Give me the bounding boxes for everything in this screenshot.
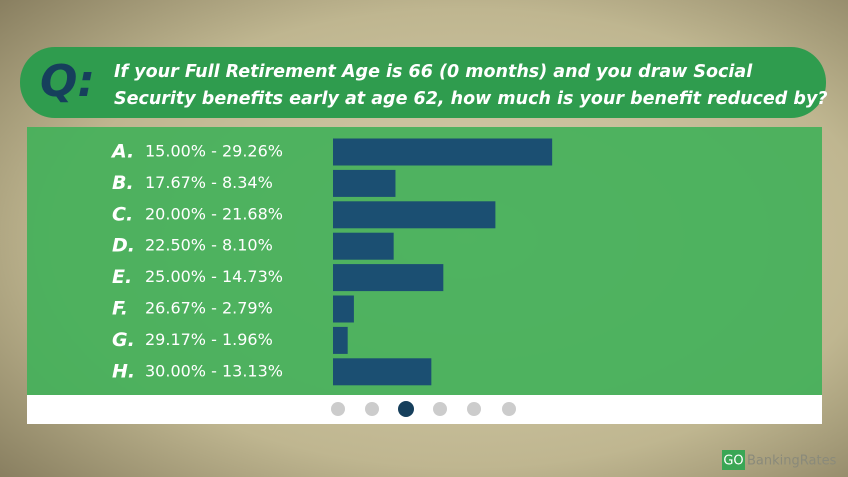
option-label: 15.00% - 29.26% bbox=[145, 142, 283, 161]
option-label: 20.00% - 21.68% bbox=[145, 204, 283, 223]
pager-dot[interactable] bbox=[433, 402, 447, 416]
option-label: 29.17% - 1.96% bbox=[145, 330, 273, 349]
option-letter: G. bbox=[112, 329, 135, 351]
pager-strip bbox=[27, 395, 822, 424]
logo-box bbox=[722, 450, 745, 470]
option-label: 26.67% - 2.79% bbox=[145, 299, 273, 318]
logo-box-text: GO bbox=[723, 454, 743, 469]
pager-dot[interactable] bbox=[365, 402, 379, 416]
option-letter: E. bbox=[112, 266, 132, 288]
option-letter: B. bbox=[112, 172, 134, 194]
bar bbox=[333, 326, 348, 354]
option-letter: C. bbox=[112, 203, 133, 225]
bar bbox=[333, 264, 444, 292]
pager-dot-active[interactable] bbox=[398, 401, 414, 417]
question-prefix: Q: bbox=[40, 56, 95, 107]
option-letter: H. bbox=[112, 360, 135, 382]
bar bbox=[333, 295, 354, 323]
option-label: 30.00% - 13.13% bbox=[145, 361, 283, 380]
option-label: 17.67% - 8.34% bbox=[145, 173, 273, 192]
pager-dot[interactable] bbox=[467, 402, 481, 416]
question-line: If your Full Retirement Age is 66 (0 mon… bbox=[114, 62, 753, 82]
answer-panel bbox=[27, 127, 822, 395]
option-label: 22.50% - 8.10% bbox=[145, 236, 273, 255]
option-letter: A. bbox=[110, 141, 134, 163]
logo-text: BankingRates bbox=[747, 454, 837, 469]
option-letter: F. bbox=[112, 298, 128, 320]
bar bbox=[333, 232, 394, 260]
pager-dot[interactable] bbox=[331, 402, 345, 416]
bar bbox=[333, 138, 553, 166]
question-line: Security benefits early at age 62, how m… bbox=[114, 89, 828, 109]
pager-dot[interactable] bbox=[502, 402, 516, 416]
bar bbox=[333, 169, 396, 197]
option-label: 25.00% - 14.73% bbox=[145, 267, 283, 286]
question-banner bbox=[20, 47, 826, 118]
option-letter: D. bbox=[112, 235, 135, 257]
bar bbox=[333, 358, 432, 386]
bar bbox=[333, 201, 496, 229]
